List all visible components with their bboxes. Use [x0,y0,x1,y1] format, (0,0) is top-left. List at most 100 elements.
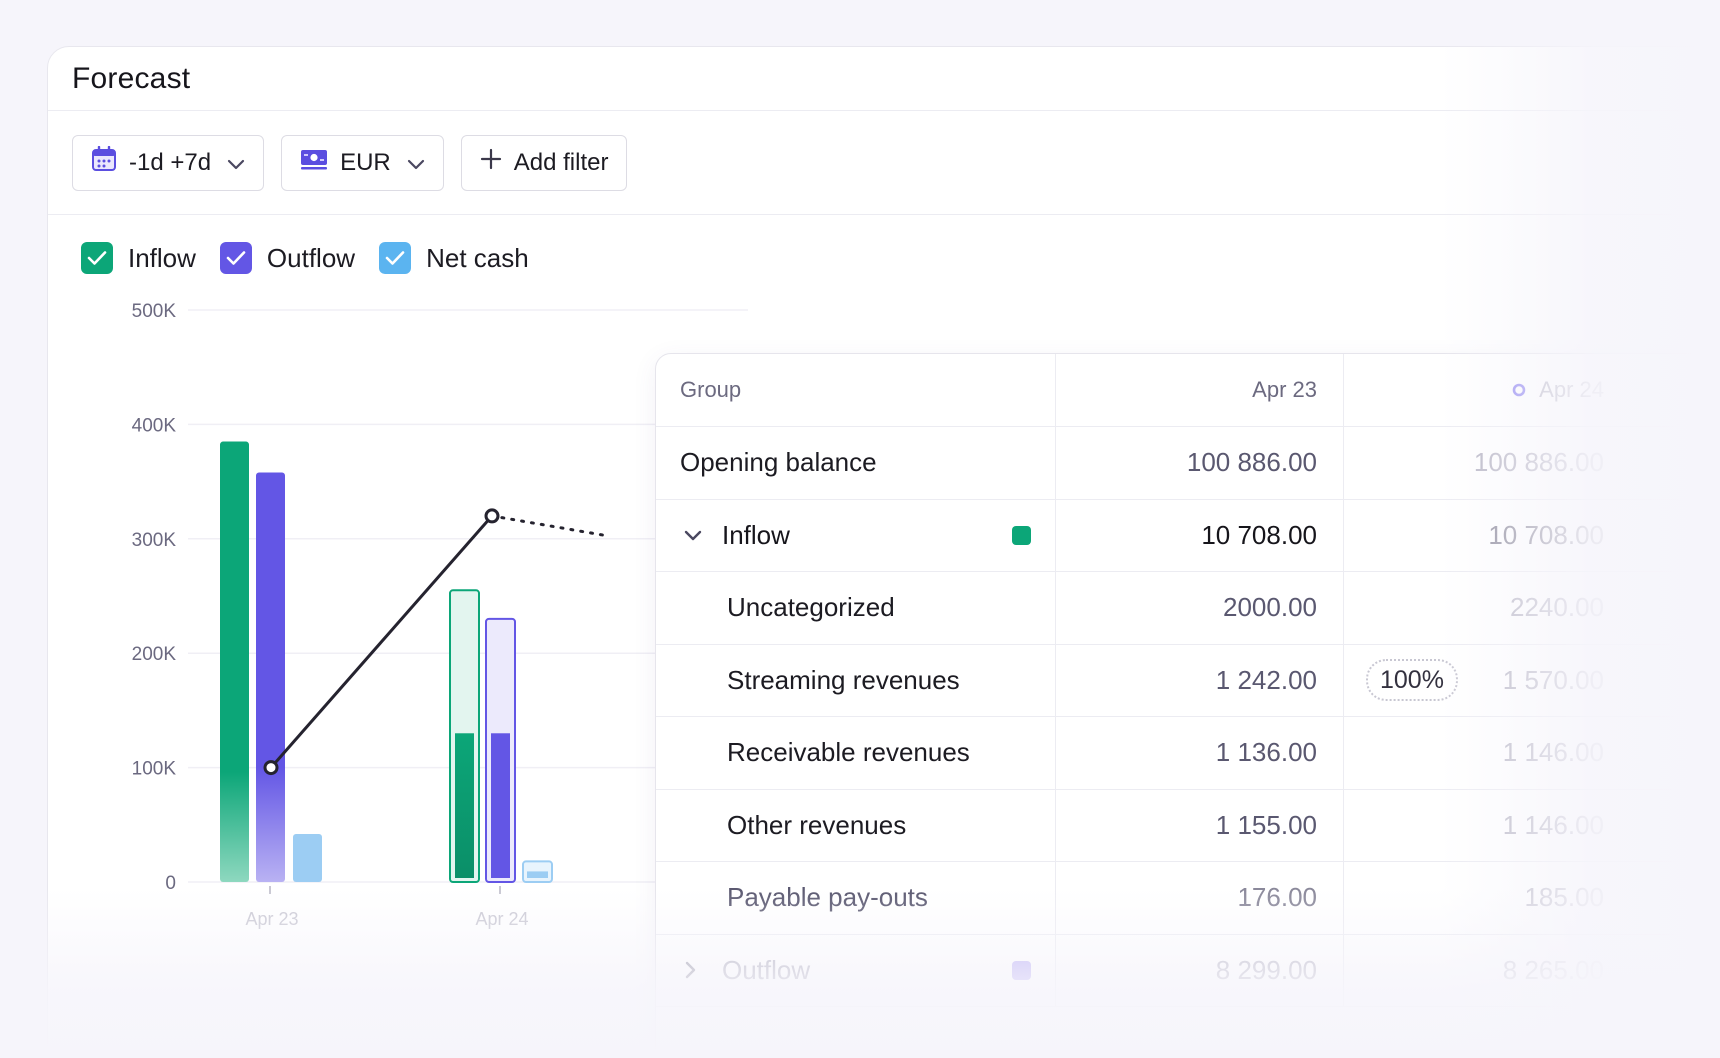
table-row[interactable]: Receivable revenues 1 136.00 1 146.00 [656,717,1720,790]
card-header: Forecast [48,47,1720,111]
legend-net-cash[interactable]: Net cash [379,242,529,274]
date-range-label: -1d +7d [129,148,212,176]
y-tick-label: 300K [132,530,177,551]
y-tick-label: 400K [132,415,177,436]
legend-label: Inflow [128,242,196,273]
row-label: Streaming revenues [727,664,960,695]
plus-icon [480,148,502,177]
table-row[interactable]: Payable pay-outs 176.00 185.00 [656,862,1720,935]
bar-outflow-projected [491,733,510,878]
chevron-down-icon[interactable] [684,529,722,541]
value-apr24: 10 708.00 [1488,519,1604,550]
x-tick-label: Apr 23 [245,909,298,929]
cell-apr24: 8 265.00 [1344,935,1644,1007]
currency-button[interactable]: EUR [281,134,444,191]
cell-apr24: 100% 1 570.00 [1344,645,1644,717]
value-apr24: 185.00 [1524,882,1604,913]
bar-net-cash-0[interactable] [293,833,322,882]
y-tick-label: 0 [165,873,176,894]
checkbox-checked-icon[interactable] [219,242,252,274]
value-apr23: 1 136.00 [1215,737,1317,768]
percent-badge[interactable]: 100% [1366,659,1458,702]
chart-legend: Inflow Outflow Net cash [81,242,553,274]
value-apr23: 1 242.00 [1215,664,1317,695]
table-row[interactable]: Opening balance 100 886.00 100 886.00 [656,427,1720,500]
card-title: Forecast [72,61,191,95]
chevron-down-icon [407,149,425,177]
cell-apr24: 10 708.00 [1344,500,1644,572]
row-label: Uncategorized [727,592,895,623]
net-line-point[interactable] [263,760,279,776]
cell-group: Receivable revenues [656,717,1056,789]
toolbar: -1d +7d EUR [48,111,1720,215]
row-label: Receivable revenues [727,737,970,768]
cell-group: Outflow [656,934,1056,1006]
y-tick-label: 100K [132,759,177,780]
legend-label: Outflow [266,242,356,273]
cell-group: Uncategorized [656,572,1056,644]
value-apr24: 1 570.00 [1502,664,1604,695]
net-line-projection [490,514,610,538]
cell-apr23: 176.00 [1056,862,1344,934]
chevron-down-icon [227,149,245,177]
cell-apr24: 100 886.00 [1344,427,1644,499]
color-swatch [1012,526,1031,546]
legend-outflow[interactable]: Outflow [219,242,356,274]
forecast-chart: 0 100K 200K 300K 400K 500K Apr 23 Apr 24 [132,301,748,929]
row-label: Other revenues [727,809,907,840]
table-row[interactable]: Streaming revenues 1 242.00 100% 1 570.00 [656,644,1720,717]
cell-apr24: 1 146.00 [1344,790,1644,862]
value-apr24: 1 146.00 [1502,737,1604,768]
table-row[interactable]: Uncategorized 2000.00 2240.00 [656,572,1720,645]
net-line [269,514,494,769]
cell-group: Opening balance [656,427,1056,499]
cell-apr23: 1 242.00 [1056,644,1344,716]
value-apr24: 1 146.00 [1502,809,1604,840]
header-group[interactable]: Group [656,354,1056,426]
row-label: Payable pay-outs [727,882,928,913]
value-apr23: 8 299.00 [1215,954,1317,985]
y-tick-label: 200K [132,644,177,665]
header-apr24-label: Apr 24 [1539,377,1604,402]
date-range-button[interactable]: -1d +7d [72,134,265,191]
table-row[interactable]: Outflow 8 299.00 8 265.00 [656,934,1720,1007]
cell-apr23: 10 708.00 [1056,499,1344,571]
net-line-point[interactable] [484,508,500,524]
add-filter-button[interactable]: Add filter [460,134,628,191]
value-apr23: 2000.00 [1223,592,1317,623]
value-apr24: 2240.00 [1510,592,1604,623]
bar-inflow-projected [455,733,474,878]
value-apr23: 1 155.00 [1215,809,1317,840]
value-apr24: 100 886.00 [1473,447,1604,478]
cell-group: Payable pay-outs [656,862,1056,934]
color-swatch [1012,961,1031,981]
checkbox-checked-icon[interactable] [379,242,412,274]
value-apr23: 176.00 [1237,882,1317,913]
cell-apr23: 100 886.00 [1056,427,1344,499]
checkbox-checked-icon[interactable] [81,242,113,274]
cell-apr23: 1 155.00 [1056,789,1344,861]
cell-apr23: 1 136.00 [1056,717,1344,789]
header-apr24[interactable]: Apr 24 [1344,354,1644,426]
circle-icon [1511,382,1527,398]
bar-inflow-0[interactable] [220,441,249,882]
currency-label: EUR [340,148,391,176]
value-apr23: 100 886.00 [1186,447,1317,478]
cell-apr24: 2240.00 [1344,572,1644,644]
cell-group: Streaming revenues [656,644,1056,716]
bar-outflow-0[interactable] [256,472,285,882]
row-label: Opening balance [680,447,877,478]
legend-inflow[interactable]: Inflow [81,242,196,274]
chevron-right-icon[interactable] [684,961,722,979]
value-apr24: 8 265.00 [1502,954,1604,985]
table-row[interactable]: Inflow 10 708.00 10 708.00 [656,499,1720,572]
table-row[interactable]: Other revenues 1 155.00 1 146.00 [656,789,1720,862]
y-tick-label: 500K [132,301,177,322]
header-apr23[interactable]: Apr 23 [1056,354,1344,426]
legend-label: Net cash [426,242,529,273]
cell-apr24: 185.00 [1344,862,1644,934]
row-label: Outflow [722,954,811,985]
cell-apr23: 2000.00 [1056,572,1344,644]
cell-apr24: 1 146.00 [1344,717,1644,789]
breakdown-table: Group Apr 23 Apr 24 Opening balance 100 8… [655,353,1720,1058]
